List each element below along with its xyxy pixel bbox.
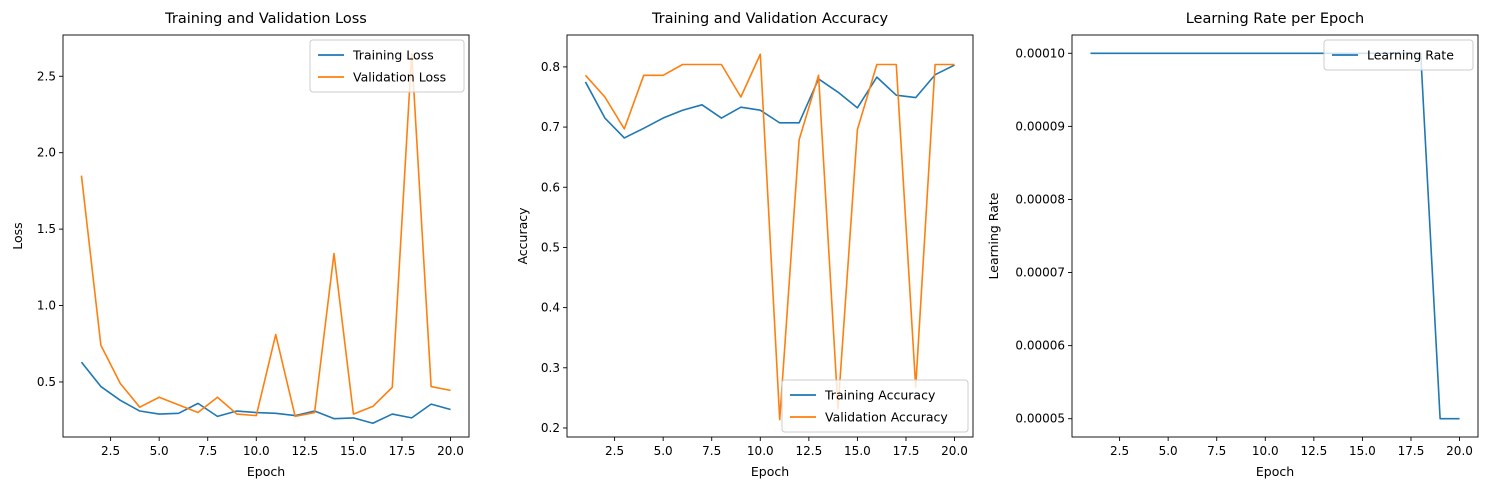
y-tick-label: 0.3 <box>541 361 560 375</box>
plot-area <box>584 53 955 421</box>
x-tick-label: 10.0 <box>243 444 270 458</box>
axes-frame <box>566 34 974 438</box>
y-tick-label: 0.5 <box>541 240 560 254</box>
axes-frame <box>1071 34 1479 438</box>
y-axis-label: Learning Rate <box>986 192 1001 279</box>
legend-label: Validation Loss <box>353 70 446 85</box>
x-tick-label: 20.0 <box>437 444 464 458</box>
x-tick-label: 15.0 <box>340 444 367 458</box>
y-tick-label: 0.6 <box>541 180 560 194</box>
x-axis-label: Epoch <box>247 464 285 479</box>
x-tick-label: 7.5 <box>1207 444 1226 458</box>
x-tick-label: 20.0 <box>941 444 968 458</box>
y-axis-label: Accuracy <box>515 207 530 265</box>
y-tick-label: 0.00008 <box>1015 192 1065 206</box>
y-tick-label: 0.00006 <box>1015 339 1065 353</box>
chart-title: Training and Validation Loss <box>164 11 367 27</box>
x-tick-label: 20.0 <box>1446 444 1473 458</box>
x-tick-label: 17.5 <box>1398 444 1425 458</box>
y-tick-label: 0.5 <box>37 375 56 389</box>
x-tick-label: 7.5 <box>702 444 721 458</box>
x-tick-label: 5.0 <box>1159 444 1178 458</box>
y-tick-label: 2.0 <box>37 146 56 160</box>
series-line-training-accuracy <box>584 64 955 139</box>
series-line-learning-rate <box>1090 52 1460 420</box>
series-line-validation-loss <box>80 52 451 418</box>
x-tick-label: 15.0 <box>1349 444 1376 458</box>
plot-area <box>80 52 451 425</box>
legend: Learning Rate <box>1323 39 1474 71</box>
y-tick-label: 2.5 <box>37 69 56 83</box>
chart-title: Learning Rate per Epoch <box>1186 11 1365 27</box>
legend-label: Training Loss <box>352 48 434 63</box>
x-tick-label: 12.5 <box>795 444 822 458</box>
x-tick-label: 12.5 <box>291 444 318 458</box>
legend-box <box>781 379 969 433</box>
x-tick-label: 17.5 <box>389 444 416 458</box>
x-axis-label: Epoch <box>751 464 789 479</box>
legend-label: Learning Rate <box>1367 48 1454 63</box>
x-tick-label: 2.5 <box>101 444 120 458</box>
x-tick-label: 12.5 <box>1300 444 1327 458</box>
plot-area <box>1090 52 1460 420</box>
chart-panel-2: 2.5 5.0 7.5 10.0 12.5 15.0 17.5 20.0 0.2 0.3 0.4 0.… <box>515 11 974 479</box>
y-tick-label: 1.0 <box>37 299 56 313</box>
x-tick-label: 5.0 <box>150 444 169 458</box>
legend: Training Accuracy Validation Accuracy <box>781 379 969 433</box>
y-tick-label: 0.00009 <box>1015 119 1065 133</box>
x-tick-label: 10.0 <box>747 444 774 458</box>
series-line-training-loss <box>80 361 451 425</box>
x-tick-label: 2.5 <box>605 444 624 458</box>
y-tick-label: 0.00010 <box>1015 46 1065 60</box>
y-tick-label: 0.7 <box>541 120 560 134</box>
x-tick-label: 15.0 <box>844 444 871 458</box>
legend-label: Training Accuracy <box>824 388 936 403</box>
legend-box <box>1323 39 1474 71</box>
y-tick-label: 1.5 <box>37 222 56 236</box>
x-axis-label: Epoch <box>1256 464 1294 479</box>
axes-frame <box>62 34 470 438</box>
legend-label: Validation Accuracy <box>825 410 948 425</box>
chart-panel-1: 2.5 5.0 7.5 10.0 12.5 15.0 17.5 20.0 0.5 1.0 1.5 2.… <box>10 11 470 479</box>
y-tick-label: 0.00007 <box>1015 266 1065 280</box>
x-tick-label: 5.0 <box>654 444 673 458</box>
y-tick-label: 0.00005 <box>1015 412 1065 426</box>
x-tick-label: 17.5 <box>893 444 920 458</box>
legend: Training Loss Validation Loss <box>309 39 465 93</box>
y-tick-label: 0.4 <box>541 301 560 315</box>
x-tick-label: 2.5 <box>1110 444 1129 458</box>
y-tick-label: 0.2 <box>541 421 560 435</box>
chart-panel-3: 2.5 5.0 7.5 10.0 12.5 15.0 17.5 20.0 0.00005 0.00… <box>986 11 1479 479</box>
y-axis-label: Loss <box>10 222 25 249</box>
x-tick-label: 7.5 <box>198 444 217 458</box>
x-tick-label: 10.0 <box>1252 444 1279 458</box>
series-line-validation-accuracy <box>584 53 955 421</box>
chart-title: Training and Validation Accuracy <box>651 11 889 27</box>
legend-box <box>309 39 465 93</box>
y-tick-label: 0.8 <box>541 60 560 74</box>
